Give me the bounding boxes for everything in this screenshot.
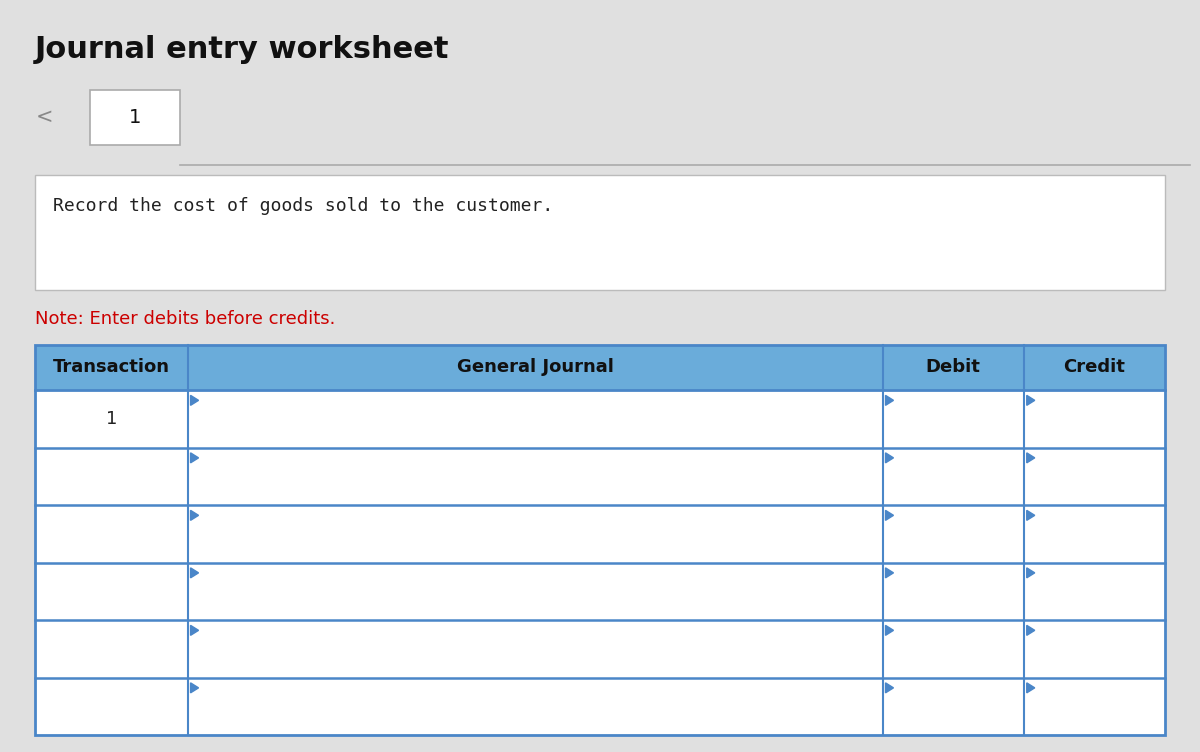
Text: Record the cost of goods sold to the customer.: Record the cost of goods sold to the cus… (53, 197, 553, 215)
Bar (35, 175, 1165, 290)
Polygon shape (1027, 568, 1034, 578)
Bar (90, 90, 180, 145)
Polygon shape (1027, 396, 1034, 405)
Text: Debit: Debit (925, 359, 980, 377)
Polygon shape (191, 626, 198, 635)
Bar (35, 562, 1165, 620)
Bar (35, 345, 1165, 390)
Text: Note: Enter debits before credits.: Note: Enter debits before credits. (35, 310, 335, 328)
Bar (35, 390, 1165, 447)
Polygon shape (1027, 453, 1034, 462)
Bar (35, 678, 1165, 735)
Text: General Journal: General Journal (456, 359, 613, 377)
Bar (35, 620, 1165, 678)
Bar (35, 447, 1165, 505)
Polygon shape (191, 568, 198, 578)
Polygon shape (886, 568, 894, 578)
Polygon shape (886, 453, 894, 462)
Polygon shape (886, 396, 894, 405)
Text: Journal entry worksheet: Journal entry worksheet (35, 35, 450, 64)
Bar (35, 345, 1165, 735)
Polygon shape (1027, 626, 1034, 635)
Polygon shape (191, 511, 198, 520)
Text: Transaction: Transaction (53, 359, 169, 377)
Polygon shape (1027, 511, 1034, 520)
Polygon shape (191, 396, 198, 405)
Polygon shape (1027, 683, 1034, 693)
Text: Credit: Credit (1063, 359, 1126, 377)
Polygon shape (191, 683, 198, 693)
Polygon shape (886, 683, 894, 693)
Polygon shape (191, 453, 198, 462)
Polygon shape (886, 511, 894, 520)
Bar (35, 505, 1165, 562)
Text: 1: 1 (128, 108, 142, 127)
Polygon shape (886, 626, 894, 635)
Text: <: < (36, 107, 54, 127)
Text: 1: 1 (106, 410, 116, 428)
